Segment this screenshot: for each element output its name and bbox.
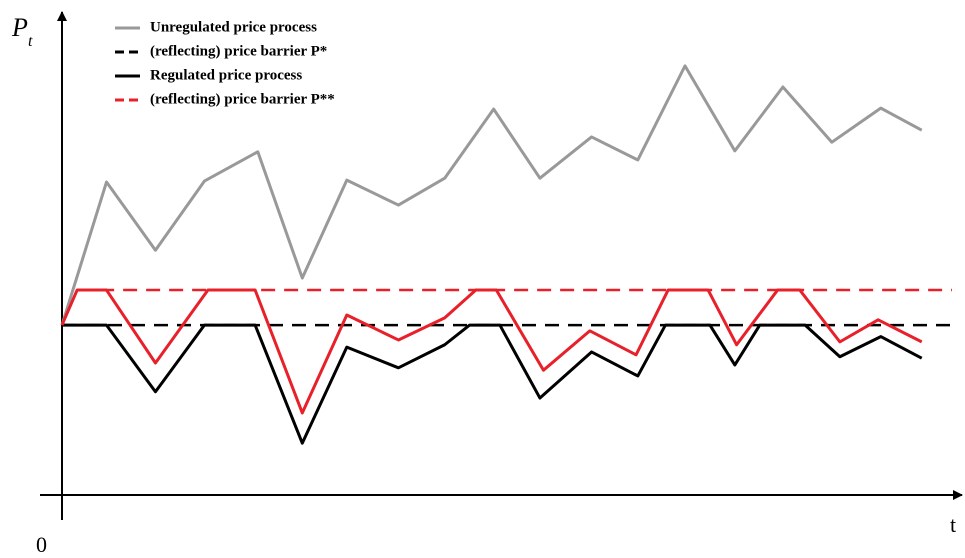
legend-label: (reflecting) price barrier P* bbox=[150, 43, 327, 59]
price-line bbox=[60, 64, 923, 326]
legend-label: (reflecting) price barrier P** bbox=[150, 91, 335, 107]
y-axis-label-sub: t bbox=[28, 33, 33, 50]
origin-label: 0 bbox=[36, 532, 47, 557]
legend-label: Regulated price process bbox=[150, 67, 302, 83]
price-line bbox=[60, 288, 923, 415]
x-axis-label: t bbox=[950, 512, 956, 537]
price-line bbox=[62, 323, 923, 445]
y-axis-label: P bbox=[11, 13, 28, 42]
legend-label: Unregulated price process bbox=[150, 19, 317, 35]
